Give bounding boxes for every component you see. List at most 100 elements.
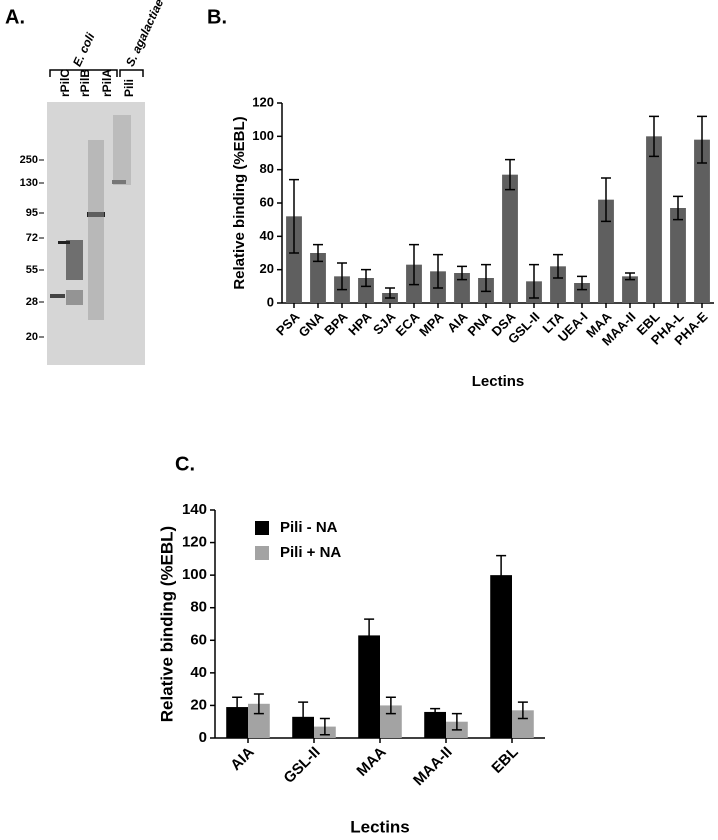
error-bar xyxy=(649,115,659,158)
error-bar xyxy=(481,263,491,293)
x-tick-label: MPA xyxy=(416,309,447,340)
legend-swatch xyxy=(255,521,269,535)
bar xyxy=(574,283,590,303)
error-bar xyxy=(232,696,243,718)
marker-label: 130 xyxy=(20,177,38,189)
error-bar xyxy=(253,693,264,715)
error-bar xyxy=(319,717,330,736)
bar xyxy=(502,174,518,303)
legend-swatch xyxy=(255,546,269,560)
error-bar xyxy=(496,554,507,596)
y-tick-label: 80 xyxy=(190,599,207,616)
panel-label: B. xyxy=(207,6,227,28)
y-tick-label: 80 xyxy=(260,161,274,176)
y-tick-label: 120 xyxy=(252,94,274,109)
marker-label: 95 xyxy=(26,207,38,219)
gel-band xyxy=(58,241,70,244)
gel-smear xyxy=(88,140,104,320)
x-tick-label: GSL-II xyxy=(280,744,323,787)
error-bar xyxy=(529,263,539,299)
bar xyxy=(226,707,248,738)
error-bar xyxy=(361,268,371,288)
bar xyxy=(424,711,446,738)
x-tick-label: GNA xyxy=(296,309,327,340)
x-tick-label: ECA xyxy=(393,309,423,339)
x-tick-label: MAA xyxy=(353,744,389,780)
error-bar xyxy=(451,712,462,731)
bar xyxy=(380,705,402,738)
error-bar xyxy=(298,701,309,733)
group-label: E. coli xyxy=(70,30,98,69)
x-tick-label: MAA-II xyxy=(410,744,456,790)
bar xyxy=(622,276,638,303)
bar xyxy=(358,635,380,738)
marker-label: 55 xyxy=(26,264,38,276)
y-axis-title: Relative binding (%EBL) xyxy=(231,116,248,289)
x-tick-label: PSA xyxy=(273,309,303,339)
panel-label: A. xyxy=(5,6,25,28)
bar xyxy=(310,253,326,303)
legend-label: Pili + NA xyxy=(280,544,341,561)
marker-label: 72 xyxy=(26,232,38,244)
y-tick-label: 140 xyxy=(182,501,207,518)
bar xyxy=(512,710,534,738)
y-tick-label: 0 xyxy=(199,729,207,746)
y-axis-title: Relative binding (%EBL) xyxy=(157,526,176,722)
bracket xyxy=(49,69,144,77)
marker-label: 28 xyxy=(26,296,38,308)
x-axis-title: Lectins xyxy=(350,817,410,836)
lane-label: rPilA xyxy=(100,69,114,97)
error-bar xyxy=(364,618,375,653)
x-tick-label: PNA xyxy=(465,309,495,339)
x-tick-label: SJA xyxy=(370,309,399,338)
error-bar xyxy=(433,253,443,289)
x-tick-label: HPA xyxy=(345,309,375,339)
lane-label: Pili xyxy=(122,79,136,97)
error-bar xyxy=(313,243,323,263)
bar xyxy=(490,575,512,738)
error-bar xyxy=(601,177,611,223)
panel-label: C. xyxy=(175,453,195,475)
bar xyxy=(694,139,710,303)
bar xyxy=(286,216,302,303)
x-tick-label: EBL xyxy=(488,744,521,777)
error-bar xyxy=(505,158,515,191)
gel xyxy=(47,102,145,365)
y-tick-label: 40 xyxy=(190,664,207,681)
error-bar xyxy=(385,696,396,715)
bar xyxy=(550,266,566,303)
group-label: S. agalactiae xyxy=(123,0,167,69)
bar xyxy=(646,136,662,303)
y-tick-label: 100 xyxy=(182,566,207,583)
x-axis-title: Lectins xyxy=(472,373,525,390)
bar xyxy=(358,278,374,303)
y-tick-label: 20 xyxy=(190,696,207,713)
y-tick-label: 60 xyxy=(260,194,274,209)
error-bar xyxy=(577,275,587,291)
gel-band xyxy=(66,290,83,305)
error-bar xyxy=(517,701,528,720)
marker-label: 250 xyxy=(20,154,38,166)
error-bar xyxy=(457,265,467,281)
bar xyxy=(598,199,614,303)
y-tick-label: 20 xyxy=(260,261,274,276)
gel-band xyxy=(112,180,126,184)
y-tick-label: 60 xyxy=(190,631,207,648)
error-bar xyxy=(430,707,441,716)
bar xyxy=(248,703,270,738)
error-bar xyxy=(289,178,299,254)
bar xyxy=(670,208,686,303)
error-bar xyxy=(385,287,395,299)
legend-label: Pili - NA xyxy=(280,519,338,536)
lane-label: rPilB xyxy=(78,69,92,97)
y-tick-label: 0 xyxy=(267,294,274,309)
error-bar xyxy=(697,115,707,164)
error-bar xyxy=(673,195,683,221)
gel-band xyxy=(66,240,83,280)
y-tick-label: 100 xyxy=(252,128,274,143)
x-tick-label: AIA xyxy=(227,744,257,774)
bar xyxy=(454,273,470,303)
y-tick-label: 40 xyxy=(260,228,274,243)
error-bar xyxy=(409,243,419,286)
